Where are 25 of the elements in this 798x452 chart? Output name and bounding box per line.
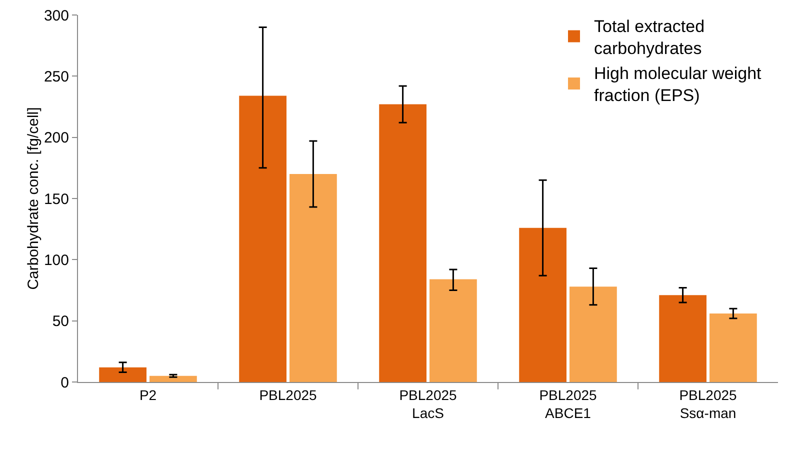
bar — [659, 295, 706, 382]
bar — [99, 367, 146, 382]
x-tick-label: PBL2025 LacS — [399, 386, 458, 421]
bar — [379, 104, 426, 382]
bar — [239, 96, 286, 382]
y-axis-title: Carbohydrate conc. [fg/cell] — [24, 107, 42, 290]
y-tick-label: 50 — [52, 313, 69, 330]
legend-label: High molecular weight fraction (EPS) — [594, 64, 762, 106]
x-tick-label: PBL2025 — [259, 386, 318, 403]
x-tick-label: PBL2025 ABCE1 — [539, 386, 598, 421]
bar — [290, 174, 337, 382]
x-tick-label: PBL2025 Ssα-man — [679, 386, 738, 421]
y-tick-label: 0 — [60, 374, 69, 392]
y-tick-label: 250 — [44, 68, 69, 86]
bar — [519, 228, 566, 382]
bar — [570, 286, 617, 382]
bar — [710, 313, 757, 382]
bar — [150, 376, 197, 382]
y-tick-label: 200 — [44, 130, 69, 147]
x-tick-label: P2 — [139, 386, 157, 403]
bar — [430, 279, 477, 382]
y-tick-label: 150 — [44, 190, 69, 208]
y-tick-label: 300 — [44, 7, 69, 24]
legend-label: Total extracted carbohydrates — [594, 16, 705, 58]
y-tick-label: 100 — [44, 252, 69, 269]
